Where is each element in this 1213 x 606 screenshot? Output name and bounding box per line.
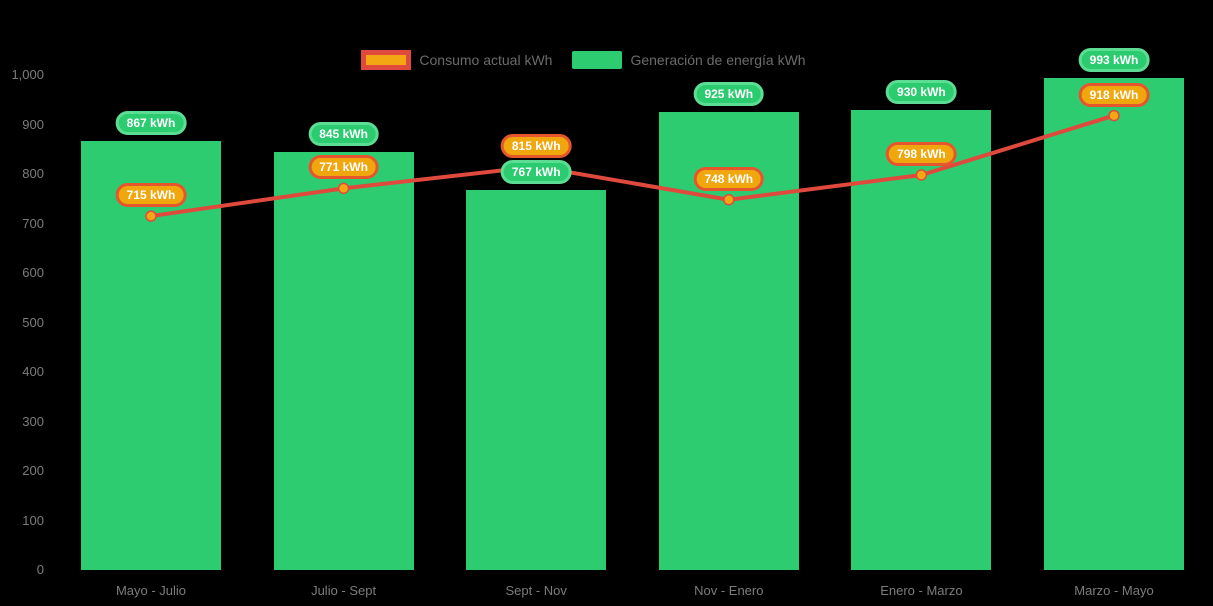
generacion-legend-swatch-icon (572, 51, 623, 69)
consumption-point[interactable] (145, 210, 157, 222)
generation-bar[interactable] (1044, 78, 1184, 570)
legend-item-label: Consumo actual kWh (419, 52, 553, 68)
x-axis-label: Sept - Nov (505, 583, 567, 598)
y-tick-label: 0 (36, 562, 44, 577)
consumption-value-label: 798 kWh (886, 141, 957, 166)
legend-item-generacion[interactable]: Generación de energía kWh (572, 51, 806, 69)
generation-bar[interactable] (273, 151, 414, 570)
consumption-point[interactable] (337, 182, 350, 195)
consumption-value-label: 748 kWh (693, 166, 765, 191)
x-axis-label: Enero - Marzo (880, 583, 963, 598)
y-tick-label: 400 (22, 364, 44, 379)
generation-value-label: 845 kWh (308, 121, 379, 146)
generation-value-label: 930 kWh (886, 79, 957, 104)
x-axis-label: Mayo - Julio (115, 583, 187, 598)
legend-item-consumo[interactable]: Consumo actual kWh (361, 50, 552, 70)
y-tick-label: 800 (22, 166, 44, 181)
legend-item-label: Generación de energía kWh (630, 52, 806, 68)
consumption-value-label: 715 kWh (115, 183, 187, 208)
consumption-point[interactable] (1108, 109, 1120, 122)
generation-bar[interactable] (466, 190, 607, 570)
generation-value-label: 867 kWh (115, 110, 187, 135)
consumption-value-label: 918 kWh (1078, 82, 1150, 107)
x-axis-label: Nov - Enero (694, 583, 764, 598)
y-tick-label: 500 (22, 314, 44, 330)
chart-legend: Consumo actual kWh Generación de energía … (0, 50, 1190, 70)
consumo-legend-swatch-icon (361, 50, 412, 70)
consumption-point[interactable] (915, 169, 928, 181)
y-tick-label: 900 (22, 116, 44, 132)
consumption-point[interactable] (723, 193, 735, 206)
consumption-value-label: 815 kWh (500, 133, 572, 158)
consumption-value-label: 771 kWh (308, 155, 379, 180)
y-tick-label: 300 (22, 413, 44, 429)
x-axis-label: Julio - Sept (311, 583, 377, 598)
generation-value-label: 993 kWh (1078, 48, 1150, 73)
y-tick-label: 1,000 (11, 67, 44, 82)
generation-value-label: 925 kWh (693, 82, 765, 107)
y-tick-label: 200 (22, 463, 44, 478)
y-tick-label: 700 (22, 215, 44, 231)
generation-value-label: 767 kWh (500, 160, 572, 185)
x-axis-label: Marzo - Mayo (1074, 583, 1154, 598)
y-tick-label: 600 (22, 265, 44, 280)
y-tick-label: 100 (22, 512, 44, 528)
